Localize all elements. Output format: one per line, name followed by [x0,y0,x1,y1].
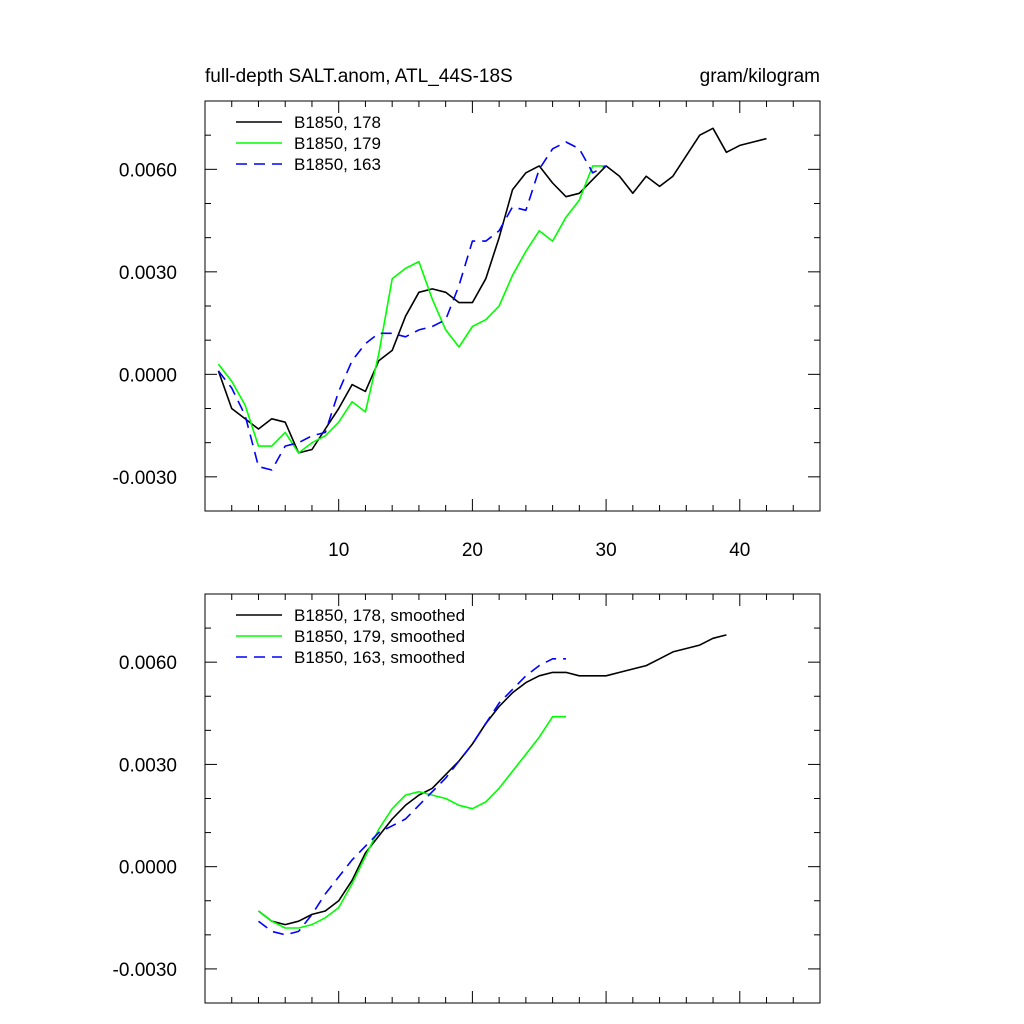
p1-y-tick-label: 0.0000 [119,858,177,879]
p0-x-tick-label: 20 [462,540,483,561]
p1-y-tick-label: 0.0060 [119,653,177,674]
p1-y-tick-label: -0.0030 [113,960,177,981]
p0-series-line-1 [217,165,607,454]
p1-series-line-1 [258,715,566,929]
p1-legend-label-0: B1850, 178, smoothed [294,606,465,625]
p0-x-tick-label: 40 [729,540,750,561]
top-title-right: gram/kilogram [700,66,820,87]
p1-series-line-0 [258,634,727,926]
p0-legend-label-2: B1850, 163 [294,155,381,174]
p1-legend-label-2: B1850, 163, smoothed [294,648,465,667]
p0-y-tick-label: 0.0030 [119,263,177,284]
p1-series-line-2 [258,657,566,936]
p0-legend-label-0: B1850, 178 [294,113,381,132]
p0-x-tick-label: 10 [328,540,349,561]
top-panel: full-depth SALT.anom, ATL_44S-18S gram/k… [113,66,821,561]
p0-y-tick-label: 0.0060 [119,160,177,181]
p1-y-tick-label: 0.0030 [119,755,177,776]
p0-legend-label-1: B1850, 179 [294,134,381,153]
p0-x-tick-label: 30 [596,540,617,561]
bottom-panel: -0.0030 0.0000 0.0030 0.0060 B1850, 178, smo… [113,593,821,1004]
p0-series-line-0 [217,127,767,454]
p0-y-tick-label: 0.0000 [119,365,177,386]
p0-y-tick-label: -0.0030 [113,468,177,489]
p1-legend-label-1: B1850, 179, smoothed [294,627,465,646]
top-title-left: full-depth SALT.anom, ATL_44S-18S [205,66,513,87]
p0-series-line-2 [217,141,607,471]
